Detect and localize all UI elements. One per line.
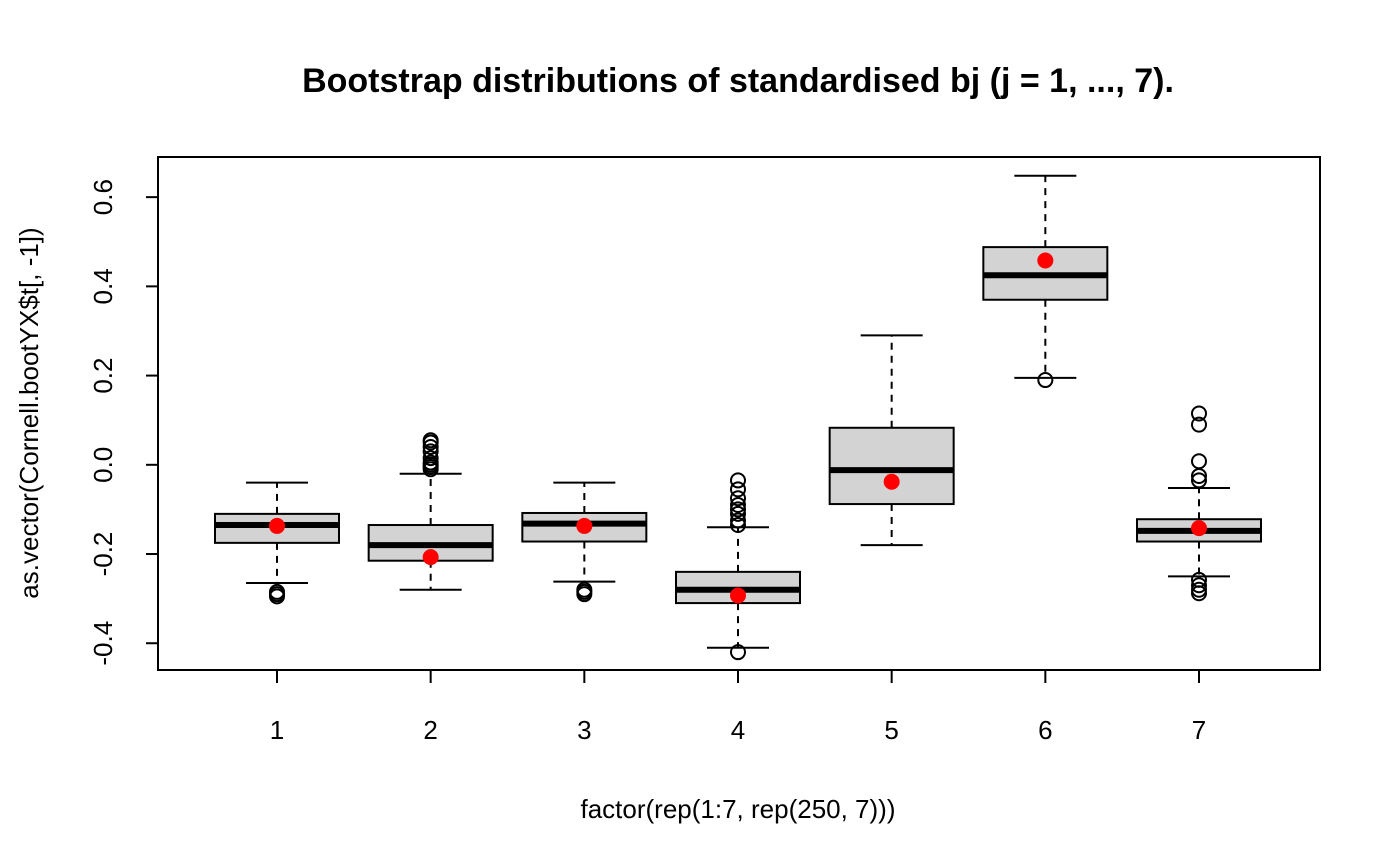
y-tick-label: 0.4: [88, 268, 118, 304]
outlier-point: [422, 443, 439, 460]
outlier-point: [730, 517, 746, 534]
box-group-1: [214, 481, 340, 605]
outlier-point: [730, 496, 746, 513]
x-tick-label: 1: [270, 715, 284, 745]
outlier-point: [1191, 405, 1207, 422]
outlier-point: [576, 586, 593, 603]
chart-marks: [214, 174, 1262, 661]
box-group-4: [675, 472, 801, 661]
outlier-point: [422, 454, 439, 471]
y-tick-label: 0.0: [88, 447, 118, 483]
x-tick-label: 6: [1038, 715, 1052, 745]
outlier-point: [269, 588, 285, 605]
outlier-point: [1191, 453, 1207, 470]
estimate-point: [1191, 520, 1207, 537]
box-group-3: [521, 481, 648, 603]
outlier-point: [730, 490, 746, 507]
outlier-point: [730, 501, 746, 518]
box-group-5: [828, 334, 955, 547]
outlier-point: [1191, 577, 1207, 594]
estimate-point: [1037, 252, 1054, 269]
outlier-point: [730, 472, 746, 489]
chart-title: Bootstrap distributions of standardised …: [302, 62, 1174, 100]
outlier-point: [1191, 585, 1207, 602]
box-group-2: [367, 432, 494, 591]
estimate-point: [730, 587, 746, 604]
x-tick-label: 5: [884, 715, 898, 745]
outlier-point: [730, 481, 746, 498]
outlier-point: [1191, 416, 1207, 433]
estimate-point: [883, 473, 900, 490]
outlier-point: [1037, 372, 1054, 389]
box-group-6: [982, 174, 1109, 389]
y-axis: -0.4 -0.2 0.0 0.2 0.4 0.6: [88, 179, 159, 666]
outlier-point: [1191, 472, 1207, 489]
estimate-point: [422, 549, 439, 566]
estimate-point: [576, 517, 593, 534]
x-tick-label: 7: [1192, 715, 1206, 745]
x-axis-label: factor(rep(1:7, rep(250, 7))): [580, 794, 895, 824]
x-axis: 1 2 3 4 5 6 7: [270, 669, 1206, 745]
box-group-7: [1136, 405, 1262, 602]
outlier-point: [730, 512, 746, 529]
outlier-point: [730, 505, 746, 522]
x-tick-label: 3: [577, 715, 591, 745]
x-tick-label: 4: [731, 715, 745, 745]
y-tick-label: 0.2: [88, 358, 118, 394]
outlier-point: [422, 438, 439, 455]
y-axis-label: as.vector(Cornell.bootYX$t[, -1]): [14, 227, 44, 598]
outlier-point: [422, 432, 439, 449]
outlier-point: [730, 644, 746, 661]
estimate-point: [269, 517, 285, 534]
box-iqr: [828, 426, 955, 506]
y-tick-label: -0.2: [88, 532, 118, 577]
y-tick-label: 0.6: [88, 179, 118, 215]
outlier-point: [422, 450, 439, 467]
y-tick-label: -0.4: [88, 621, 118, 666]
x-tick-label: 2: [423, 715, 437, 745]
